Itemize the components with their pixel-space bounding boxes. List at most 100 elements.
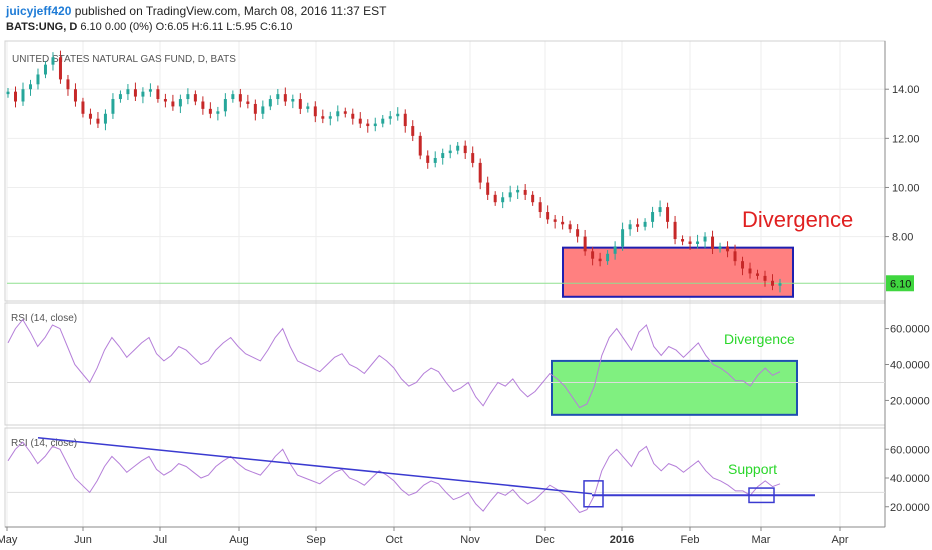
candle-body xyxy=(343,111,347,114)
candle-body xyxy=(36,74,40,85)
price-ytick-label-2: 10.00 xyxy=(892,182,920,194)
candle-body xyxy=(58,57,62,80)
rsi-series-1 xyxy=(7,318,889,409)
candle-body xyxy=(6,91,10,95)
x-tick-label-7: Dec xyxy=(535,534,555,546)
candle-body xyxy=(726,246,730,252)
candle-body xyxy=(606,253,610,262)
price-pane-title: UNITED STATES NATURAL GAS FUND, D, BATS xyxy=(12,54,236,65)
candle-body xyxy=(28,84,32,90)
rsi-divergence-box xyxy=(551,359,798,416)
author-link[interactable]: juicyjeff420 xyxy=(6,4,72,18)
ohlc-values: O:6.05 H:6.11 L:5.95 C:6.10 xyxy=(155,21,293,33)
candle-body xyxy=(486,182,490,195)
candle-body xyxy=(178,99,182,107)
candle-body xyxy=(568,224,572,230)
candle-body xyxy=(118,94,122,100)
candle-body xyxy=(358,118,362,124)
candle-body xyxy=(703,236,707,242)
candle-body xyxy=(126,89,130,95)
candle-body xyxy=(463,145,467,154)
publish-info: published on TradingView.com, March 08, … xyxy=(71,4,387,18)
candle-body xyxy=(193,94,197,102)
candle-body xyxy=(456,145,460,151)
annotation-lines xyxy=(37,437,815,508)
candle-body xyxy=(546,212,550,220)
candle-body xyxy=(13,91,17,102)
support-touch-box-2 xyxy=(748,487,775,504)
candle-body xyxy=(208,108,212,114)
candle-body xyxy=(523,189,527,195)
candle-body xyxy=(756,273,760,276)
candle-body xyxy=(433,157,437,163)
x-tick-label-6: Nov xyxy=(460,534,480,546)
candle-body xyxy=(628,224,632,230)
candle-body xyxy=(441,153,445,158)
candle-body xyxy=(651,212,655,222)
candle-body xyxy=(673,221,677,240)
grid-lines xyxy=(6,41,885,527)
rsi-pane-title-1: RSI (14, close) xyxy=(11,313,77,324)
candle-body xyxy=(43,64,47,75)
rsi1-ytick-label-2: 20.0000 xyxy=(890,395,930,407)
x-tick-label-5: Oct xyxy=(385,534,402,546)
candle-body xyxy=(66,79,70,90)
candle-body xyxy=(253,103,257,114)
symbol-label: BATS:UNG, D xyxy=(6,21,78,33)
x-tick-label-10: Mar xyxy=(752,534,771,546)
x-tick-label-1: Jun xyxy=(74,534,92,546)
chart-header: juicyjeff420 published on TradingView.co… xyxy=(6,3,906,39)
candle-body xyxy=(111,99,115,114)
candle-body xyxy=(366,123,370,127)
candle-body xyxy=(88,113,92,119)
rsi2-line xyxy=(7,441,781,514)
x-tick-label-9: Feb xyxy=(681,534,700,546)
candle-body xyxy=(718,246,722,249)
candle-body xyxy=(313,106,317,117)
candle-body xyxy=(591,251,595,259)
candle-body xyxy=(216,111,220,114)
price-divergence-label: Divergence xyxy=(742,207,853,232)
candle-body xyxy=(141,91,145,97)
annotation-boxes xyxy=(7,246,885,416)
rsi-series-2 xyxy=(7,441,889,514)
price-divergence-box xyxy=(562,246,794,298)
candle-body xyxy=(261,106,265,114)
candle-body xyxy=(283,94,287,102)
candle-body xyxy=(163,99,167,102)
x-tick-label-0: May xyxy=(0,534,18,546)
candle-body xyxy=(351,113,355,119)
candle-body xyxy=(583,236,587,252)
candle-body xyxy=(336,111,340,117)
candle-body xyxy=(471,153,475,163)
price-ytick-label-1: 12.00 xyxy=(892,133,920,145)
candle-body xyxy=(276,94,280,100)
rsi1-ytick-label-0: 60.0000 xyxy=(890,324,930,336)
candle-body xyxy=(373,123,377,127)
candle-body xyxy=(238,94,242,102)
candle-body xyxy=(148,89,152,92)
candle-body xyxy=(133,89,137,97)
y-axis-labels: 14.00 12.00 10.00 8.00 6.10 60.0000 40.0000 20.… xyxy=(885,84,930,514)
rsi-pane-title-2: RSI (14, close) xyxy=(11,438,77,449)
candle-body xyxy=(666,207,670,222)
candle-body xyxy=(298,99,302,109)
candle-body xyxy=(696,241,700,244)
support-label: Support xyxy=(728,461,777,477)
x-tick-label-3: Aug xyxy=(229,534,249,546)
candle-body xyxy=(403,113,407,127)
candle-body xyxy=(448,150,452,154)
candle-body xyxy=(763,275,767,281)
candle-body xyxy=(81,101,85,114)
rsi1-ytick-label-1: 40.0000 xyxy=(890,360,930,372)
candle-body xyxy=(291,99,295,102)
candle-body xyxy=(711,236,715,249)
candle-body xyxy=(73,89,77,102)
candle-body xyxy=(328,116,332,119)
candle-body xyxy=(733,251,737,262)
candle-body xyxy=(741,261,745,269)
candle-body xyxy=(561,221,565,225)
candle-body xyxy=(96,118,100,124)
candle-body xyxy=(636,224,640,227)
